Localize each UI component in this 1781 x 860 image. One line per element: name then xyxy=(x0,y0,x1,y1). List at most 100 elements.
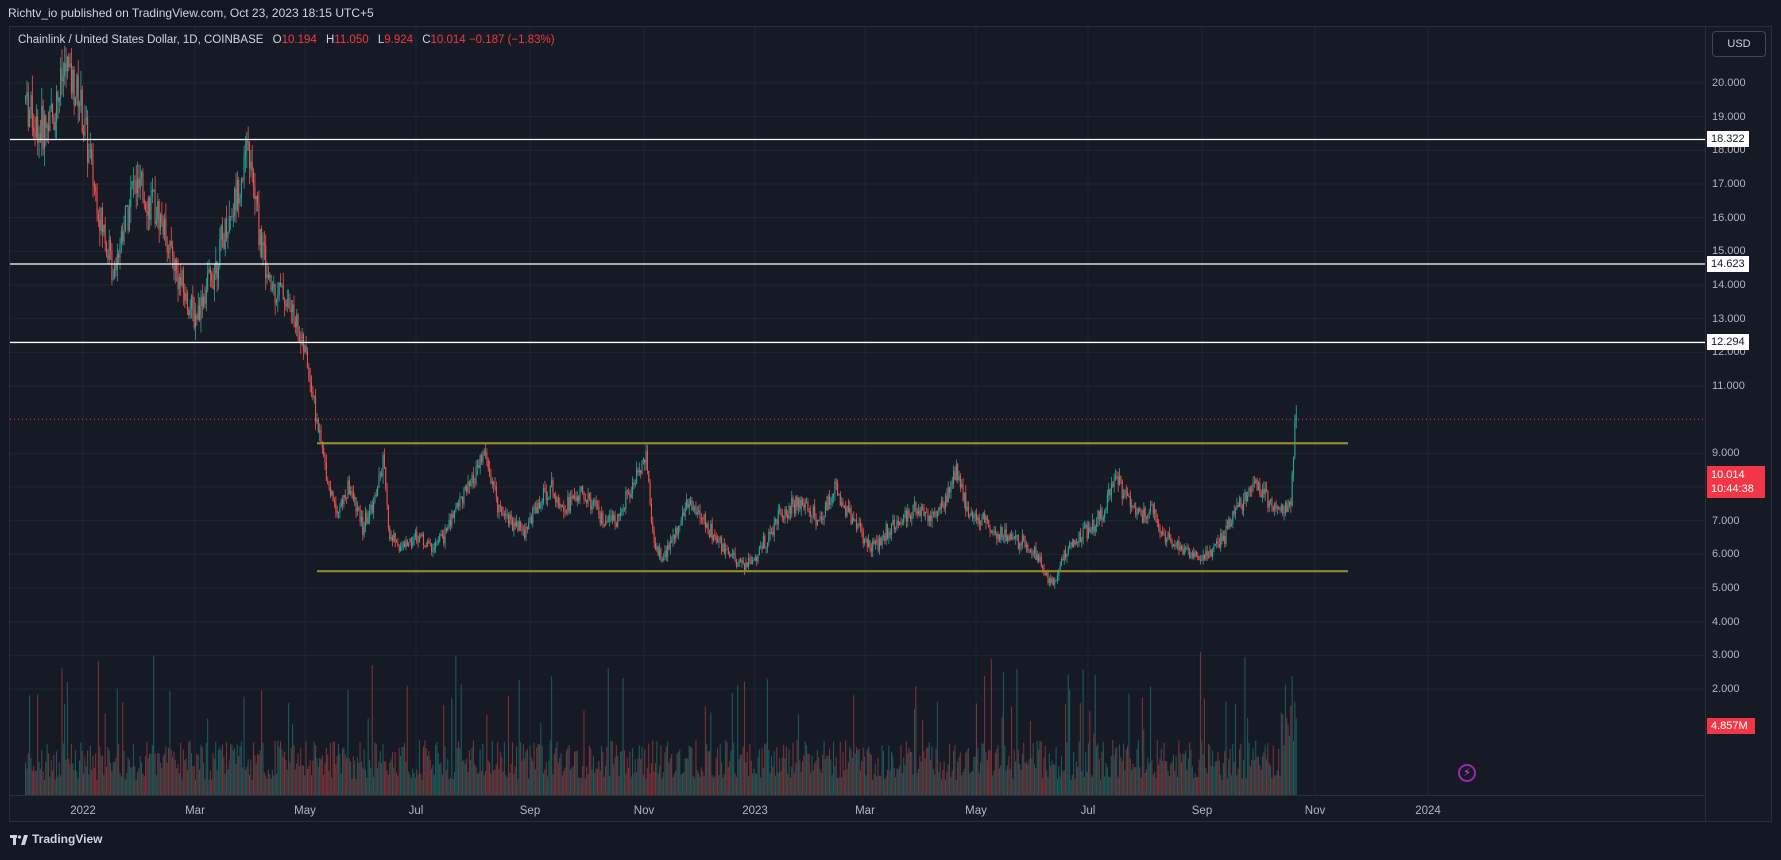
candle xyxy=(302,332,304,360)
volume-bar xyxy=(857,750,859,795)
candle xyxy=(556,496,558,508)
volume-bar xyxy=(1152,774,1154,795)
volume-bar xyxy=(85,766,87,795)
candle xyxy=(621,508,623,517)
candle xyxy=(105,241,108,258)
lightning-icon[interactable]: ⚡ xyxy=(1458,764,1476,782)
candle xyxy=(1244,489,1246,504)
candle xyxy=(1112,481,1114,488)
candle xyxy=(776,518,778,531)
candle xyxy=(870,543,872,557)
candle xyxy=(476,459,478,476)
volume-bar xyxy=(772,766,774,795)
volume-bar xyxy=(192,766,194,795)
volume-bar xyxy=(719,744,721,795)
volume-bar xyxy=(928,742,930,795)
volume-bar xyxy=(385,761,387,795)
candle xyxy=(386,483,388,510)
candle xyxy=(29,107,31,128)
volume-bar xyxy=(158,753,160,795)
volume-bar xyxy=(277,740,279,795)
price-axis[interactable] xyxy=(1705,27,1771,822)
volume-bar xyxy=(390,759,392,795)
volume-bar xyxy=(691,747,693,795)
volume-bar xyxy=(335,764,337,795)
volume-bar xyxy=(1275,775,1277,795)
candle xyxy=(78,100,81,121)
price-chart[interactable] xyxy=(10,27,1705,822)
candle xyxy=(212,268,214,290)
candle xyxy=(1043,564,1045,576)
tradingview-footer[interactable]: TradingView xyxy=(10,832,102,846)
price-tick: 20.000 xyxy=(1712,77,1746,89)
symbol-legend: Chainlink / United States Dollar, 1D, CO… xyxy=(18,34,555,46)
candle xyxy=(884,532,886,545)
candle xyxy=(1091,513,1094,535)
volume-bar xyxy=(970,771,972,795)
volume-bar xyxy=(850,749,852,795)
candle xyxy=(649,478,651,507)
volume-bar xyxy=(1089,711,1091,795)
volume-bar xyxy=(984,675,986,795)
volume-bar xyxy=(1233,761,1235,795)
candle xyxy=(1162,525,1164,537)
candle xyxy=(896,515,898,531)
volume-bar xyxy=(436,742,438,795)
volume-bar xyxy=(1236,775,1238,795)
volume-bar xyxy=(1267,743,1269,795)
volume-bar xyxy=(167,747,170,795)
candle xyxy=(967,501,969,519)
candle xyxy=(843,504,845,509)
volume-bar xyxy=(234,748,236,795)
candle xyxy=(484,443,487,459)
volume-bar xyxy=(154,753,156,795)
volume-bar xyxy=(1286,717,1288,795)
volume-bar xyxy=(971,770,973,795)
volume-bar xyxy=(1151,760,1153,795)
volume-bar xyxy=(663,771,665,795)
candle xyxy=(505,506,507,523)
volume-bar xyxy=(432,764,434,795)
candle xyxy=(1278,505,1280,510)
volume-bar xyxy=(1116,746,1118,795)
candle xyxy=(1029,548,1032,553)
candle xyxy=(904,506,906,519)
volume-bar xyxy=(804,741,806,795)
candle xyxy=(1118,468,1121,486)
candle xyxy=(1233,504,1235,518)
candle xyxy=(341,495,344,511)
volume-bar xyxy=(240,741,242,795)
candle xyxy=(26,80,28,106)
candle xyxy=(774,517,777,526)
candle xyxy=(845,501,847,519)
volume-bar xyxy=(250,759,252,795)
volume-bar xyxy=(155,775,157,795)
candle xyxy=(425,542,427,549)
candle xyxy=(826,496,828,511)
candle xyxy=(328,481,330,491)
currency-button[interactable]: USD xyxy=(1712,31,1766,57)
candle xyxy=(1216,538,1218,549)
volume-bar xyxy=(680,774,682,795)
candle xyxy=(1236,497,1238,511)
time-axis[interactable] xyxy=(10,795,1705,822)
volume-bar xyxy=(316,758,318,795)
volume-bar xyxy=(180,742,182,795)
candle xyxy=(127,204,129,235)
candle xyxy=(799,496,801,513)
candle xyxy=(1292,456,1295,482)
volume-bar xyxy=(917,768,920,795)
candle xyxy=(1131,498,1133,513)
candle xyxy=(1272,505,1274,513)
candle xyxy=(109,236,112,261)
volume-bar xyxy=(1031,758,1033,795)
candle xyxy=(648,470,650,483)
candle xyxy=(729,551,731,559)
volume-bar xyxy=(742,746,744,795)
volume-bar xyxy=(885,776,887,795)
volume-bar xyxy=(447,759,449,795)
candle xyxy=(718,536,720,549)
candle xyxy=(413,533,415,546)
volume-bar xyxy=(201,747,203,795)
volume-bar xyxy=(391,752,393,795)
